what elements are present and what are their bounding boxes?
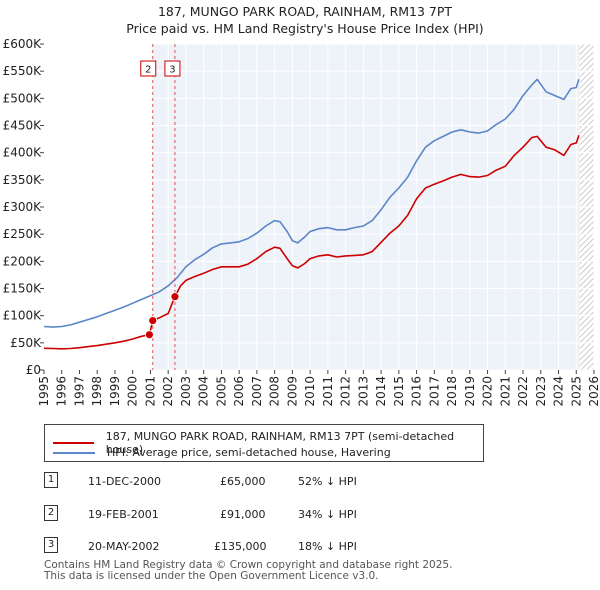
property-price-line: [43, 135, 580, 350]
y-tick-label: £200K: [3, 254, 43, 268]
x-tick-label: 2004: [197, 376, 211, 407]
x-tick-label: 2010: [303, 376, 317, 407]
y-tick-label: £300K: [3, 200, 43, 214]
transaction-date: 20-MAY-2002: [88, 540, 160, 553]
transaction-point: [170, 292, 180, 302]
footer-copyright: Contains HM Land Registry data © Crown c…: [44, 559, 453, 571]
legend-label-hpi: HPI: Average price, semi-detached house,…: [107, 446, 391, 459]
x-tick-label: 2025: [569, 376, 583, 407]
y-tick-label: £500K: [3, 91, 43, 105]
x-tick-label: 1996: [55, 376, 69, 407]
table-row: 3 20-MAY-2002 £135,000 18% ↓ HPI: [44, 537, 464, 557]
legend: 187, MUNGO PARK ROAD, RAINHAM, RM13 7PT …: [44, 424, 484, 462]
x-tick-label: 2012: [339, 376, 353, 407]
legend-item-property: 187, MUNGO PARK ROAD, RAINHAM, RM13 7PT …: [53, 430, 483, 456]
x-tick-label: 2023: [534, 376, 548, 407]
x-tick-label: 2024: [552, 376, 566, 407]
y-tick-label: £350K: [3, 173, 43, 187]
x-tick-label: 2000: [126, 376, 140, 407]
footer-licence: This data is licensed under the Open Gov…: [44, 570, 379, 582]
x-tick-label: 2018: [445, 376, 459, 407]
axes: £0 £50K £100K £150K £200K £250K £300K £350K £400…: [3, 37, 600, 407]
x-tick-label: 2005: [214, 376, 228, 407]
y-tick-label: £600K: [3, 37, 43, 51]
y-tick-label: £400K: [3, 146, 43, 160]
y-tick-label: £0: [26, 363, 41, 377]
x-tick-label: 2011: [321, 376, 335, 407]
chart-title: 187, MUNGO PARK ROAD, RAINHAM, RM13 7PT: [158, 4, 452, 19]
x-tick-label: 2013: [356, 376, 370, 407]
hpi-line: [43, 78, 580, 328]
x-tick-label: 1999: [108, 376, 122, 407]
transaction-price: £65,000: [220, 475, 266, 488]
transaction-hpi: 34% ↓ HPI: [298, 508, 357, 521]
x-tick-label: 2022: [516, 376, 530, 407]
x-tick-label: 1995: [37, 376, 51, 407]
transaction-label-box: [164, 60, 181, 77]
transaction-date: 11-DEC-2000: [88, 475, 162, 488]
x-tick-label: 2019: [463, 376, 477, 407]
x-tick-label: 2002: [161, 376, 175, 407]
x-tick-label: 2021: [498, 376, 512, 407]
x-tick-label: 2007: [250, 376, 264, 407]
price-chart: 187, MUNGO PARK ROAD, RAINHAM, RM13 7PT …: [3, 4, 600, 407]
transaction-date: 19-FEB-2001: [88, 508, 159, 521]
x-tick-label: 2014: [374, 376, 388, 407]
x-tick-label: 2017: [427, 376, 441, 407]
x-tick-label: 2016: [410, 376, 424, 407]
transaction-label-number: 3: [169, 65, 175, 76]
legend-label-property: 187, MUNGO PARK ROAD, RAINHAM, RM13 7PT …: [105, 430, 455, 456]
y-tick-label: £150K: [3, 282, 43, 296]
x-tick-label: 2026: [587, 376, 600, 407]
y-tick-label: £550K: [3, 64, 43, 78]
transaction-label-box: [140, 60, 157, 77]
x-tick-label: 2009: [285, 376, 299, 407]
table-row: 2 19-FEB-2001 £91,000 34% ↓ HPI: [44, 505, 464, 525]
x-tick-label: 1998: [90, 376, 104, 407]
legend-item-hpi: HPI: Average price, semi-detached house,…: [53, 446, 391, 459]
x-tick-label: 2020: [481, 376, 495, 407]
transaction-point: [144, 330, 154, 340]
transaction-price: £135,000: [214, 540, 267, 553]
transaction-point: [148, 316, 158, 325]
x-tick-label: 2008: [268, 376, 282, 407]
grid: [43, 43, 595, 371]
footer: Contains HM Land Registry data © Crown c…: [44, 560, 452, 582]
series-lines: [43, 78, 580, 350]
legend-swatch-hpi: [53, 451, 95, 454]
x-tick-label: 2015: [392, 376, 406, 407]
x-tick-label: 2006: [232, 376, 246, 407]
chart-subtitle: Price paid vs. HM Land Registry's House …: [126, 21, 483, 36]
x-tick-label: 2003: [179, 376, 193, 407]
transaction-hpi: 18% ↓ HPI: [298, 540, 357, 553]
transaction-number: 2: [44, 505, 58, 521]
transaction-number: 1: [44, 472, 58, 488]
transaction-number: 3: [44, 537, 58, 553]
table-row: 1 11-DEC-2000 £65,000 52% ↓ HPI: [44, 472, 464, 492]
y-tick-label: £100K: [3, 309, 43, 323]
y-tick-label: £250K: [3, 227, 43, 241]
x-tick-label: 2001: [143, 376, 157, 407]
transaction-price: £91,000: [220, 508, 266, 521]
y-tick-label: £50K: [10, 336, 42, 350]
transaction-label-number: 2: [145, 65, 151, 76]
y-tick-label: £450K: [3, 119, 43, 133]
transaction-hpi: 52% ↓ HPI: [298, 475, 357, 488]
x-tick-label: 1997: [72, 376, 86, 407]
legend-swatch-property: [53, 442, 94, 444]
